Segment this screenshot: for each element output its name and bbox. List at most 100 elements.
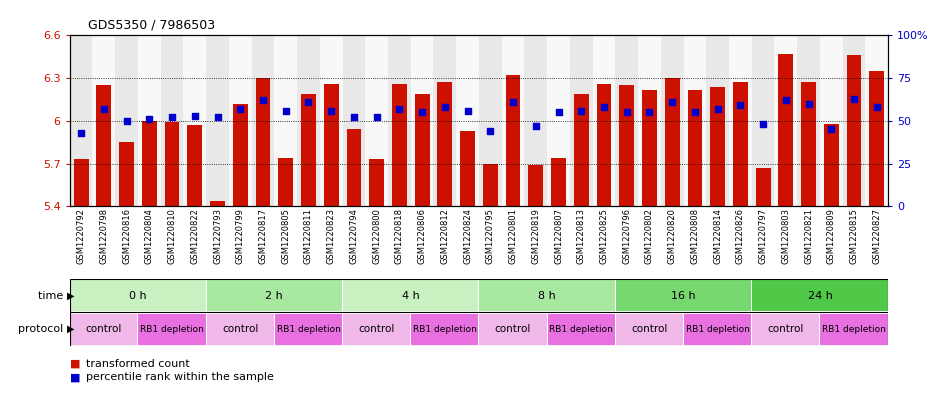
Text: RB1 depletion: RB1 depletion bbox=[413, 325, 477, 334]
Bar bbox=[729, 35, 751, 206]
Text: ▶: ▶ bbox=[67, 324, 74, 334]
Bar bbox=[752, 314, 819, 345]
Bar bbox=[870, 71, 884, 206]
Bar bbox=[252, 35, 274, 206]
Point bbox=[824, 126, 839, 132]
Bar bbox=[866, 35, 888, 206]
Bar bbox=[752, 280, 888, 311]
Point bbox=[73, 130, 88, 136]
Text: RB1 depletion: RB1 depletion bbox=[822, 325, 886, 334]
Bar bbox=[824, 124, 839, 206]
Bar bbox=[574, 94, 589, 206]
Point bbox=[256, 97, 271, 103]
Text: 16 h: 16 h bbox=[671, 291, 696, 301]
Bar bbox=[139, 314, 206, 345]
Text: 0 h: 0 h bbox=[129, 291, 147, 301]
Point bbox=[460, 107, 475, 114]
Bar bbox=[161, 35, 183, 206]
Point bbox=[574, 107, 589, 114]
Point bbox=[711, 106, 725, 112]
Point bbox=[528, 123, 543, 129]
Bar bbox=[274, 314, 342, 345]
Point bbox=[846, 95, 861, 102]
Bar bbox=[616, 35, 638, 206]
Point bbox=[347, 114, 362, 121]
Bar bbox=[592, 35, 616, 206]
Bar bbox=[274, 35, 297, 206]
Bar bbox=[297, 35, 320, 206]
Bar bbox=[778, 54, 793, 206]
Point bbox=[232, 106, 247, 112]
Bar bbox=[165, 122, 179, 206]
Bar bbox=[619, 85, 634, 206]
Text: control: control bbox=[495, 324, 531, 334]
Bar bbox=[347, 129, 361, 206]
Bar bbox=[73, 159, 88, 206]
Bar bbox=[756, 168, 770, 206]
Point bbox=[619, 109, 634, 116]
Text: RB1 depletion: RB1 depletion bbox=[685, 325, 750, 334]
Point bbox=[324, 107, 339, 114]
Point bbox=[506, 99, 521, 105]
Bar bbox=[820, 35, 843, 206]
Bar bbox=[411, 35, 433, 206]
Point bbox=[642, 109, 657, 116]
Point bbox=[301, 99, 316, 105]
Text: RB1 depletion: RB1 depletion bbox=[550, 325, 613, 334]
Bar bbox=[70, 35, 92, 206]
Bar bbox=[616, 314, 684, 345]
Text: 8 h: 8 h bbox=[538, 291, 556, 301]
Bar bbox=[687, 90, 702, 206]
Point bbox=[165, 114, 179, 121]
Bar bbox=[547, 35, 570, 206]
Bar bbox=[820, 314, 888, 345]
Point bbox=[483, 128, 498, 134]
Bar bbox=[506, 75, 521, 206]
Bar bbox=[206, 280, 342, 311]
Bar bbox=[843, 35, 866, 206]
Point bbox=[369, 114, 384, 121]
Bar bbox=[433, 35, 457, 206]
Bar bbox=[256, 78, 271, 206]
Bar bbox=[525, 35, 547, 206]
Bar bbox=[343, 314, 410, 345]
Text: RB1 depletion: RB1 depletion bbox=[276, 325, 340, 334]
Bar bbox=[706, 35, 729, 206]
Text: control: control bbox=[358, 324, 395, 334]
Point bbox=[596, 104, 611, 110]
Bar bbox=[548, 314, 615, 345]
Bar bbox=[392, 84, 406, 206]
Bar bbox=[210, 200, 225, 206]
Bar bbox=[528, 165, 543, 206]
Text: ■: ■ bbox=[70, 358, 80, 369]
Bar bbox=[570, 35, 592, 206]
Bar bbox=[751, 35, 775, 206]
Bar bbox=[415, 94, 430, 206]
Point bbox=[392, 106, 406, 112]
Bar bbox=[119, 142, 134, 206]
Bar bbox=[138, 35, 161, 206]
Text: 2 h: 2 h bbox=[265, 291, 284, 301]
Point bbox=[142, 116, 157, 122]
Point bbox=[437, 104, 452, 110]
Bar bbox=[301, 94, 316, 206]
Bar bbox=[846, 55, 861, 206]
Bar bbox=[320, 35, 342, 206]
Point bbox=[278, 107, 293, 114]
Bar bbox=[711, 86, 725, 206]
Bar bbox=[437, 83, 452, 206]
Bar bbox=[92, 35, 115, 206]
Bar bbox=[661, 35, 684, 206]
Bar bbox=[369, 159, 384, 206]
Text: percentile rank within the sample: percentile rank within the sample bbox=[86, 372, 274, 382]
Text: protocol: protocol bbox=[19, 324, 67, 334]
Bar bbox=[460, 131, 475, 206]
Point bbox=[778, 97, 793, 103]
Bar bbox=[206, 35, 229, 206]
Bar bbox=[665, 78, 680, 206]
Bar bbox=[232, 104, 247, 206]
Bar bbox=[684, 314, 751, 345]
Bar bbox=[775, 35, 797, 206]
Bar bbox=[342, 35, 365, 206]
Bar bbox=[70, 280, 206, 311]
